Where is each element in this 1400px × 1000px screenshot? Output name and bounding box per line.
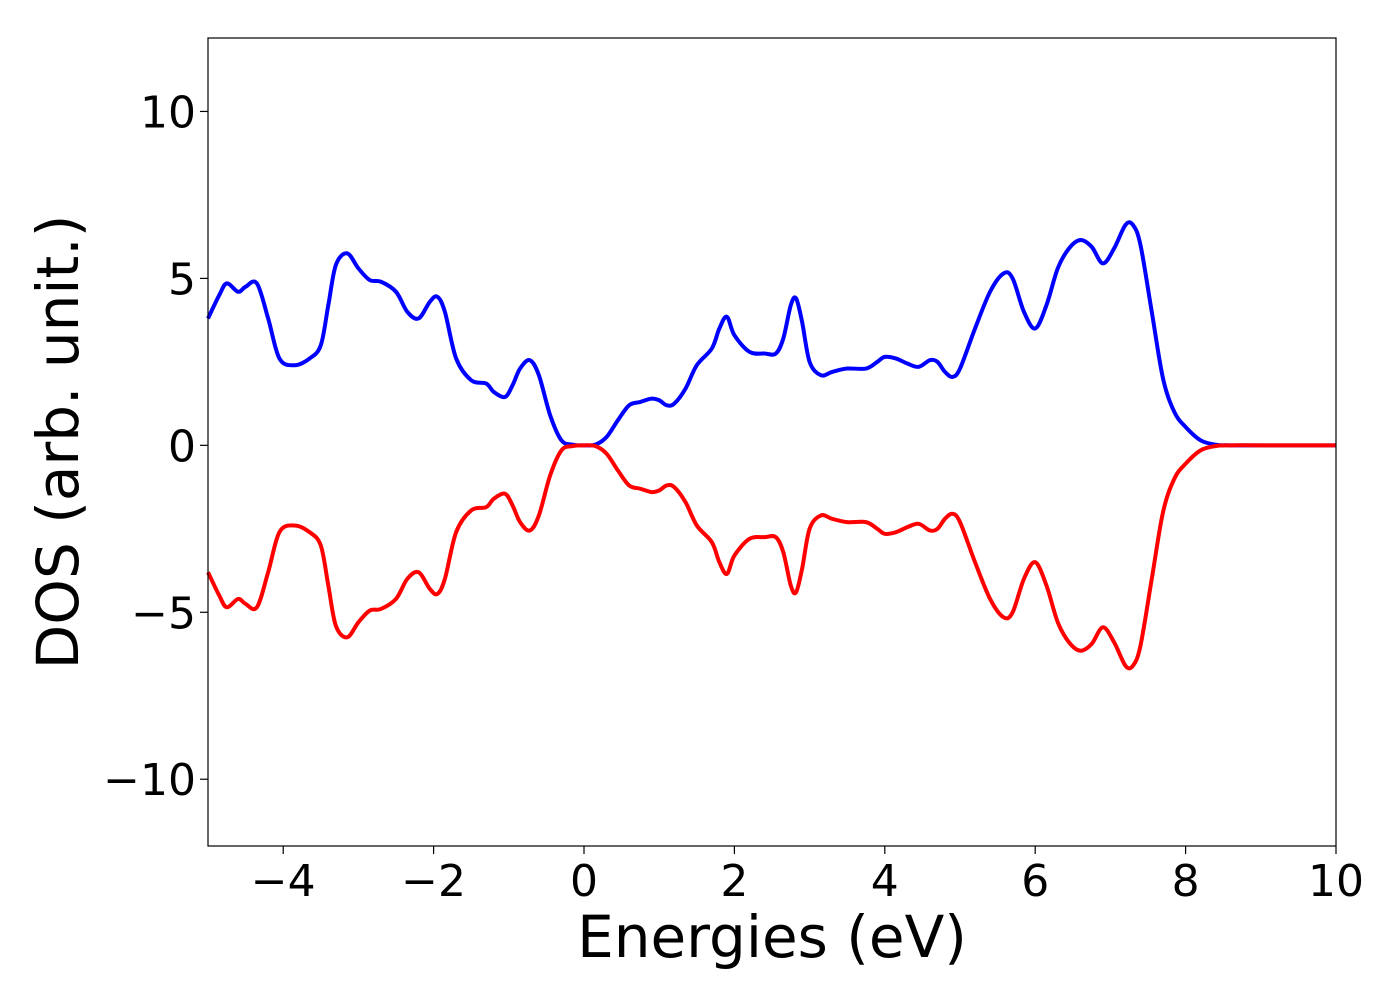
x-tick-label: 10 bbox=[1308, 856, 1364, 907]
x-tick-label: 8 bbox=[1172, 856, 1200, 907]
plot-frame bbox=[207, 37, 1337, 847]
x-tick-label: 4 bbox=[871, 856, 899, 907]
series-line-2 bbox=[206, 443, 1336, 671]
y-tick-label: 10 bbox=[140, 87, 196, 138]
x-axis-title: Energies (eV) bbox=[577, 903, 967, 971]
y-axis-ticks: −10 −5 0 5 10 bbox=[103, 87, 208, 806]
x-tick-label: −4 bbox=[251, 856, 316, 907]
y-tick-label: −5 bbox=[131, 588, 196, 639]
series-layer bbox=[206, 220, 1336, 671]
y-tick-label: −10 bbox=[103, 755, 196, 806]
x-tick-label: 6 bbox=[1021, 856, 1049, 907]
series-line-1 bbox=[206, 220, 1336, 448]
plot-area bbox=[208, 38, 1336, 846]
x-tick-label: 2 bbox=[720, 856, 748, 907]
x-tick-label: −2 bbox=[401, 856, 466, 907]
x-axis-ticks: −4 −2 0 2 4 6 8 10 bbox=[251, 846, 1364, 907]
y-tick-label: 5 bbox=[168, 254, 196, 305]
x-tick-label: 0 bbox=[570, 856, 598, 907]
y-tick-label: 0 bbox=[168, 421, 196, 472]
y-axis-title: DOS (arb. unit.) bbox=[24, 215, 92, 670]
